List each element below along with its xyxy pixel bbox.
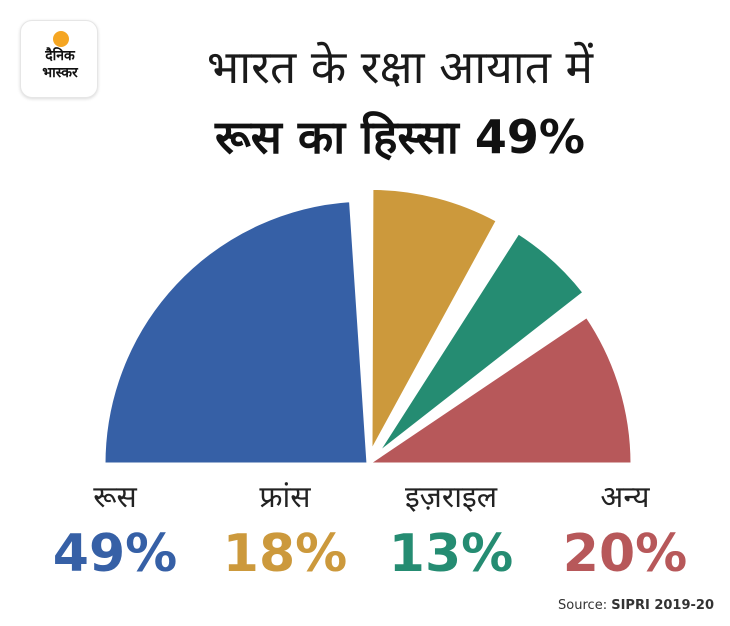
source-prefix: Source: xyxy=(558,598,608,613)
value-label-russia: 49% xyxy=(52,524,178,584)
value-label-others: 20% xyxy=(562,524,688,584)
category-label-france: फ्रांस xyxy=(259,480,311,515)
value-label-france: 18% xyxy=(222,524,348,584)
title-line-2: रूस का हिस्सा 49% xyxy=(215,110,585,164)
slice-france xyxy=(369,186,499,454)
source-name: SIPRI 2019-20 xyxy=(611,598,714,613)
slice-others xyxy=(366,314,634,466)
value-label-israel: 13% xyxy=(388,524,514,584)
logo-text-line1: दैनिक xyxy=(45,48,75,64)
category-label-israel: इज़राइल xyxy=(404,480,498,515)
logo-text-line2: भास्कर xyxy=(42,65,78,81)
slice-russia xyxy=(102,199,370,466)
sun-icon xyxy=(53,31,69,47)
category-label-russia: रूस xyxy=(93,480,137,515)
source-note: Source: SIPRI 2019-20 xyxy=(558,598,714,614)
title-line-1: भारत के रक्षा आयात में xyxy=(206,40,594,94)
dainik-bhaskar-logo: दैनिक भास्कर xyxy=(20,20,98,98)
slice-israel xyxy=(374,231,586,457)
category-label-others: अन्य xyxy=(600,480,650,515)
